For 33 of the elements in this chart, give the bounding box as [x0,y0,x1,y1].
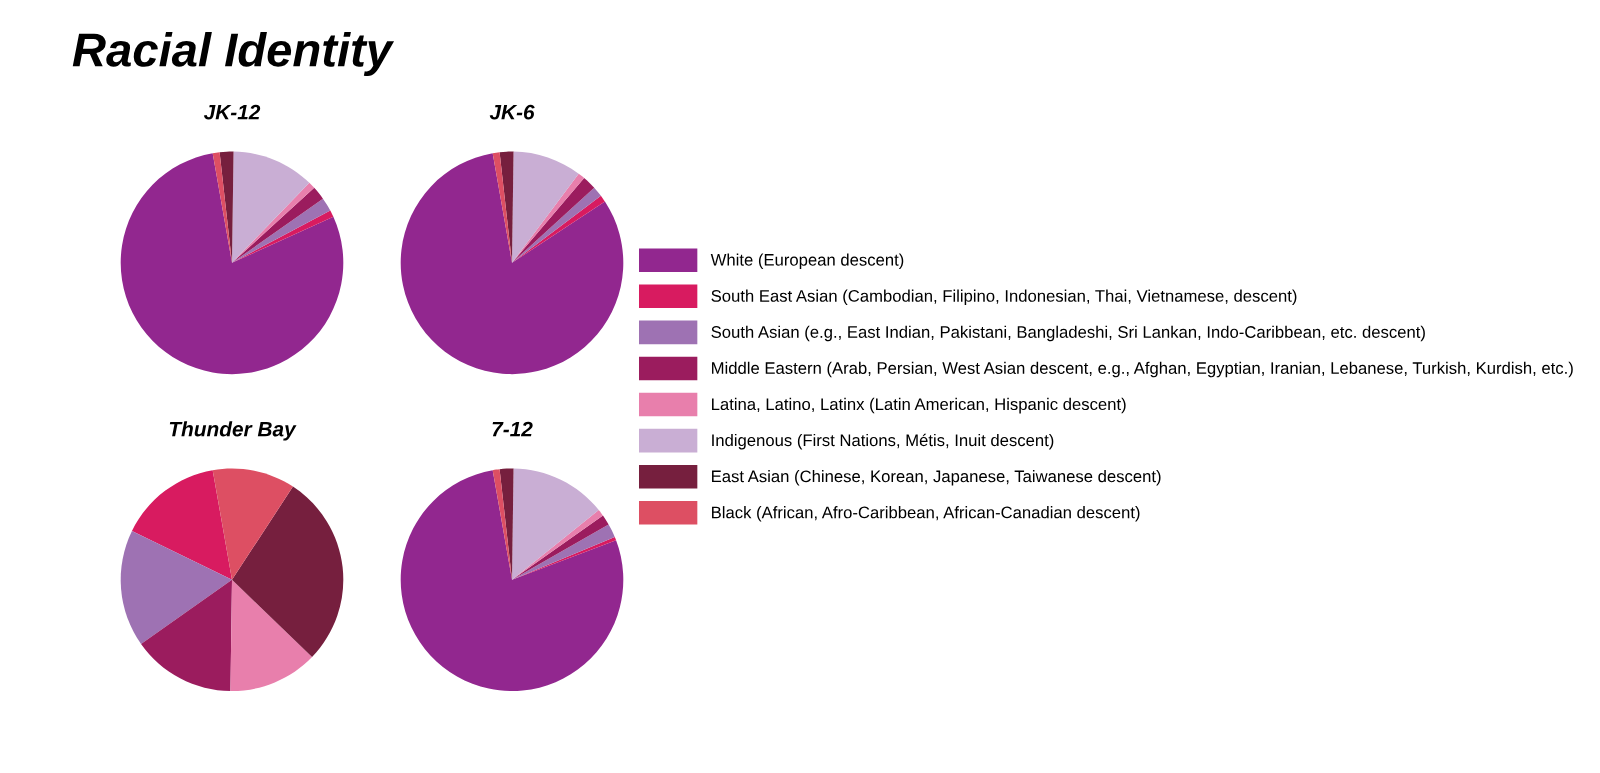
pie-slice [212,468,293,580]
pie-slice [512,151,579,263]
legend-label: Black (African, Afro-Caribbean, African-Canadian descent) [712,506,1140,522]
pie-slice [232,210,334,263]
chart-title: Racial Identity [72,32,395,77]
pie-slice [512,173,585,263]
legend-label: Latina, Latino, Latinx (Latin American, Hispanic descent) [712,397,1126,414]
pie-slice [131,470,232,580]
pie-slice [232,151,310,263]
pie-slice [232,198,331,263]
chart-title: Thunder Bay [169,421,297,441]
legend-label: South East Asian (Cambodian, Filipino, Indonesian, Thai, Vietnamese, descent) [711,289,1297,306]
pie-slice [512,178,595,263]
pie-slice [212,152,232,263]
legend-label: East Asian (Chinese, Korean, Japanese, Taiwanese descent) [712,470,1161,486]
pie-slice [232,486,344,658]
pie-slice [120,530,232,644]
pie-slice [492,469,512,580]
legend-label: Indigenous (First Nations, Métis, Inuit descent) [712,433,1054,450]
pie-slice [400,470,624,692]
chart-subtitle: JK-12 [203,104,261,120]
pie-slice [512,468,599,580]
pie-slice [120,153,344,375]
pie-slice [492,152,512,263]
pie-slice [230,579,313,692]
chart-title: 7-12 [492,421,533,437]
legend-label: White (European descent) [710,253,904,270]
pie-slice [400,153,624,375]
legend-label: Middle Eastern (Arab, Persian, West Asian descent, e.g., Afghan, Egyptian, Iranian, Lebanese, Turkish, Kurdish, etc.) [712,361,1573,378]
chart-title: JK-6 [489,104,535,120]
legend-label: South Asian (e.g., East Indian, Pakistani, Bangladeshi, Sri Lankan, Indo-Caribbean, etc. descent) [711,325,1425,342]
pie-slice [512,524,615,580]
pie-slice [141,579,232,692]
